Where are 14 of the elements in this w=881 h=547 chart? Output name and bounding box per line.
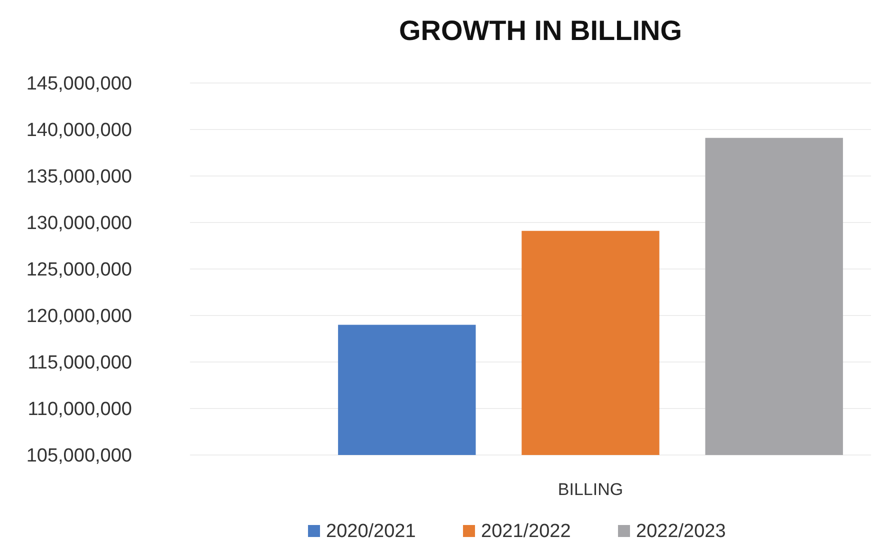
x-tick-label: BILLING (558, 480, 624, 499)
legend-label: 2021/2022 (481, 521, 571, 542)
chart-title: GROWTH IN BILLING (398, 15, 682, 46)
legend-label: 2022/2023 (636, 521, 726, 542)
y-tick-label: 105,000,000 (26, 446, 132, 467)
y-tick-label: 145,000,000 (26, 74, 132, 95)
y-tick-label: 135,000,000 (26, 166, 132, 188)
legend-label: 2020/2021 (326, 521, 416, 542)
y-tick-label: 140,000,000 (26, 120, 132, 142)
y-tick-label: 130,000,000 (26, 213, 132, 234)
y-tick-label: 110,000,000 (28, 399, 132, 420)
y-tick-label: 115,000,000 (28, 352, 132, 374)
y-tick-label: 120,000,000 (26, 306, 132, 328)
y-tick-label: 125,000,000 (26, 260, 132, 281)
